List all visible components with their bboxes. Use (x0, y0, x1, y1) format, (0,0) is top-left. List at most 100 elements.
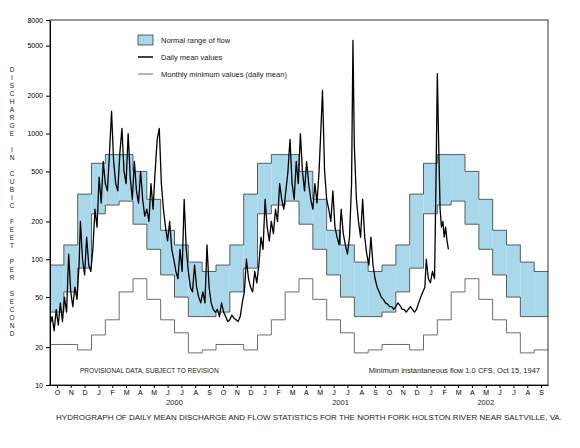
band-lower-edge (507, 297, 521, 298)
x-tick-label: A (304, 389, 309, 396)
monthly-minimum-line (119, 291, 133, 292)
monthly-minimum-line-riser (423, 335, 424, 350)
band-lower-edge (188, 316, 202, 317)
monthly-minimum-line (258, 334, 272, 335)
x-tick: D (249, 385, 254, 396)
x-tick-label: M (290, 389, 296, 396)
x-tick-mark (444, 385, 445, 388)
x-tick-mark (417, 385, 418, 388)
x-tick: M (290, 385, 296, 396)
normal-range-band (410, 194, 424, 268)
monthly-minimum-line-riser (271, 320, 272, 335)
x-tick-label: A (359, 389, 364, 396)
y-tick-mark (46, 297, 50, 298)
year-label: 2001 (332, 398, 349, 407)
x-tick-mark (223, 385, 224, 388)
x-tick-mark (181, 385, 182, 388)
band-upper-edge-riser (160, 199, 161, 230)
y-tick-mark (46, 96, 50, 97)
band-lower-edge (520, 316, 534, 317)
monthly-minimum-line-riser (243, 344, 244, 349)
chart-svg: 1020501002005001000200050008000ONDJFMAMJ… (0, 0, 580, 448)
band-lower-edge-riser (312, 224, 313, 249)
y-tick-mark (46, 385, 50, 386)
x-tick: A (525, 385, 530, 396)
y-axis-line (50, 21, 51, 386)
band-upper-edge-riser (437, 155, 438, 164)
band-upper-edge-riser (492, 199, 493, 230)
normal-range-band (396, 245, 410, 292)
y-tick: 8000 (27, 17, 50, 24)
band-lower-edge (119, 201, 133, 202)
monthly-minimum-line-riser (368, 350, 369, 353)
band-lower-edge-riser (257, 214, 258, 268)
x-tick-label: O (221, 389, 227, 396)
monthly-minimum-line-riser (437, 320, 438, 335)
x-tick-mark (347, 385, 348, 388)
band-upper-edge (368, 271, 382, 272)
normal-range-band (327, 230, 341, 275)
x-tick: J (180, 385, 184, 396)
band-upper-edge-riser (354, 245, 355, 262)
monthly-minimum-line-riser (326, 299, 327, 319)
y-tick: 50 (35, 294, 50, 301)
monthly-minimum-line-riser (340, 320, 341, 333)
band-upper-edge (341, 244, 355, 245)
monthly-minimum-line (271, 319, 285, 320)
band-lower-edge (147, 249, 161, 250)
x-tick-mark (389, 385, 390, 388)
x-tick-label: F (277, 389, 281, 396)
band-lower-edge (451, 201, 465, 202)
x-tick-mark (154, 385, 155, 388)
monthly-minimum-line (493, 319, 507, 320)
x-tick: F (443, 385, 447, 396)
year-label: 2000 (166, 398, 183, 407)
y-tick: 100 (31, 256, 50, 263)
x-tick-mark (403, 385, 404, 388)
plot-area (50, 40, 548, 352)
y-tick-mark (46, 171, 50, 172)
band-lower-edge-riser (451, 201, 452, 205)
x-tick-mark (513, 385, 514, 388)
monthly-minimum-line-riser (354, 333, 355, 353)
band-upper-edge (258, 163, 272, 164)
normal-range-band (479, 199, 493, 249)
band-lower-edge (285, 201, 299, 202)
x-tick: M (317, 385, 323, 396)
y-axis-title-letter: E (10, 266, 15, 273)
monthly-minimum-line (147, 299, 161, 300)
normal-range-band (313, 199, 327, 249)
monthly-minimum-line (202, 349, 216, 350)
y-tick-label: 8000 (27, 17, 43, 24)
monthly-minimum-line-riser (216, 344, 217, 349)
x-tick-label: O (55, 389, 61, 396)
x-tick-mark (126, 385, 127, 388)
x-tick-mark (292, 385, 293, 388)
x-tick: J (166, 385, 170, 396)
x-tick-label: O (387, 389, 393, 396)
band-upper-edge (64, 244, 78, 245)
band-lower-edge (396, 291, 410, 292)
y-tick: 500 (31, 168, 50, 175)
band-lower-edge-riser (506, 275, 507, 297)
x-tick-mark (112, 385, 113, 388)
y-axis-title-letter: A (10, 106, 15, 113)
band-upper-edge (534, 271, 548, 272)
y-tick: 1000 (27, 130, 50, 137)
band-upper-edge-riser (257, 163, 258, 194)
monthly-minimum-line-riser (534, 350, 535, 353)
y-tick-mark (46, 20, 50, 21)
y-axis-title-letter: I (11, 74, 13, 81)
x-tick: A (470, 385, 475, 396)
y-axis-title-letter: E (10, 130, 15, 137)
y-axis-title-letter: E (10, 234, 15, 241)
x-tick-label: S (207, 389, 212, 396)
band-lower-edge-riser (340, 275, 341, 297)
x-tick-mark (71, 385, 72, 388)
x-tick-mark (57, 385, 58, 388)
y-tick-mark (46, 347, 50, 348)
x-tick: M (124, 385, 130, 396)
x-tick-label: A (525, 389, 530, 396)
band-lower-edge (92, 213, 106, 214)
legend-label: Normal range of flow (161, 36, 231, 45)
